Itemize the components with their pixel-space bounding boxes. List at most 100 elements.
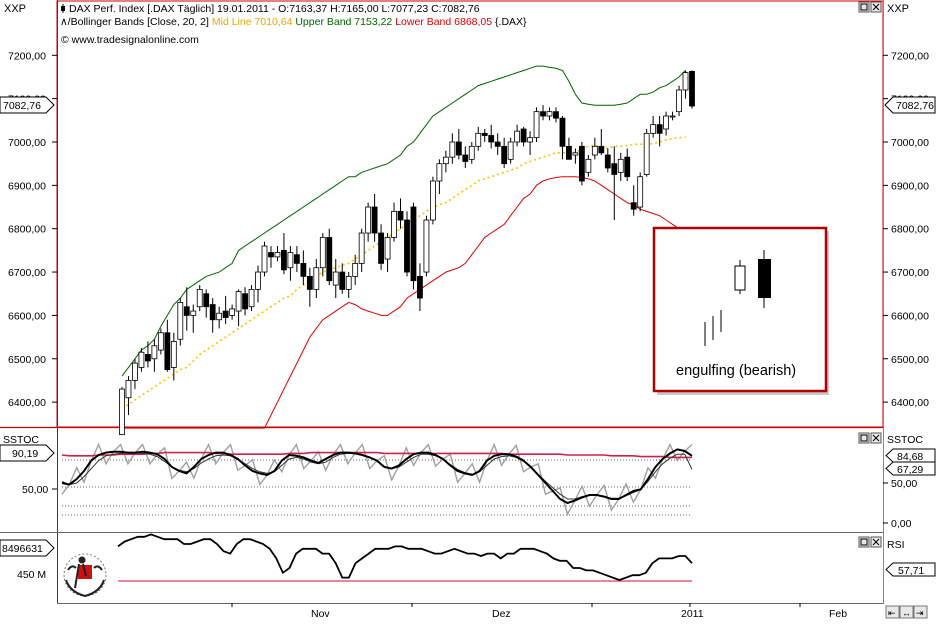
candle-body xyxy=(345,275,352,290)
candle-body xyxy=(177,301,184,340)
y-tick-label-left: 6500,00 xyxy=(8,354,46,366)
candle-body xyxy=(669,115,676,118)
annotation-label: engulfing (bearish) xyxy=(676,363,796,379)
sstoc-close-button[interactable] xyxy=(870,432,882,444)
candle-body xyxy=(546,111,553,117)
left-scale-label: XXP xyxy=(4,3,26,15)
close-button[interactable] xyxy=(870,1,882,13)
zoom-out-button[interactable]: ⇥ xyxy=(913,605,928,619)
candle xyxy=(533,107,540,142)
candle xyxy=(494,133,501,156)
candle-body xyxy=(119,388,125,436)
close-icon xyxy=(872,434,880,442)
x-tick-label: Nov xyxy=(311,608,330,620)
sstoc-maximize-button[interactable] xyxy=(858,432,870,444)
candle-body xyxy=(229,308,236,316)
zoom-fit-button[interactable]: ↔ xyxy=(899,605,914,619)
candle xyxy=(624,148,631,182)
candle-body xyxy=(378,232,384,264)
candle xyxy=(397,198,404,229)
candle xyxy=(449,133,456,164)
sstoc-panel-buttons xyxy=(858,432,882,444)
candle xyxy=(591,137,598,160)
sstoc-left-tick: 50,00 xyxy=(22,484,48,496)
candle-body xyxy=(656,124,663,134)
right-scale-label: XXP xyxy=(887,3,909,15)
rsi-close-button[interactable] xyxy=(870,536,882,548)
y-tick-label-right: 6500,00 xyxy=(891,354,929,366)
maximize-button[interactable] xyxy=(858,1,870,13)
candle-body xyxy=(630,202,637,210)
candle xyxy=(430,176,436,225)
legend-symbol: {.DAX} xyxy=(495,16,527,28)
candle-body xyxy=(585,158,592,173)
candle xyxy=(365,202,372,242)
candle-body xyxy=(125,380,132,399)
candle xyxy=(436,159,443,195)
candle-body xyxy=(507,141,514,160)
candle-body xyxy=(559,117,566,147)
rsi-line xyxy=(117,533,693,581)
candle xyxy=(371,194,378,242)
candle xyxy=(170,332,177,381)
copyright-text: © www.tradesignalonline.com xyxy=(61,34,199,46)
sstoc-right-label: SSTOC xyxy=(887,434,923,446)
candle xyxy=(274,246,281,262)
x-tick-label: 2011 xyxy=(681,608,704,620)
annotation-box xyxy=(652,226,828,393)
legend-lower-band: Lower Band 6868,05 xyxy=(395,16,492,28)
candle xyxy=(352,254,359,286)
candle-body xyxy=(196,288,203,308)
candle xyxy=(332,259,339,299)
candle xyxy=(410,202,417,290)
y-tick-label-right: 6600,00 xyxy=(891,310,929,322)
candle xyxy=(527,131,533,156)
candle xyxy=(546,107,553,121)
candle-body xyxy=(326,236,333,282)
main-price-plot xyxy=(119,65,695,436)
candle-body xyxy=(384,236,391,260)
lower-band-line xyxy=(122,176,686,429)
candle-body xyxy=(145,354,151,362)
left-price-badge: 7082,76 xyxy=(0,96,55,114)
candle xyxy=(676,85,682,116)
candle-body xyxy=(689,70,695,107)
zoom-in-button[interactable]: ⇤ xyxy=(885,605,900,619)
candle-body xyxy=(183,306,190,316)
candle xyxy=(689,70,695,109)
candle xyxy=(611,146,618,221)
y-tick-label-right: 6800,00 xyxy=(891,224,929,236)
candle xyxy=(481,128,488,142)
candle xyxy=(306,267,313,307)
candle xyxy=(222,295,229,325)
candle xyxy=(203,289,210,318)
candle-body xyxy=(242,293,248,310)
candle-body xyxy=(468,145,475,160)
x-tick-label: Dez xyxy=(492,608,511,620)
sstoc-right-badge-1-text: 84,68 xyxy=(897,451,923,463)
candle xyxy=(216,306,223,329)
candle-body xyxy=(455,141,462,156)
candle xyxy=(604,148,611,173)
y-tick-label-left: 6600,00 xyxy=(8,310,46,322)
candle xyxy=(566,137,572,160)
candle xyxy=(358,228,365,273)
candle xyxy=(196,285,203,312)
candle xyxy=(520,126,527,147)
candle xyxy=(404,211,410,277)
candle-body xyxy=(637,176,644,208)
candle xyxy=(507,137,514,164)
candle-body xyxy=(682,72,689,91)
y-tick-label-right: 7200,00 xyxy=(891,50,929,62)
candle-body xyxy=(190,310,197,316)
candle-body xyxy=(663,115,669,130)
candle xyxy=(339,263,346,294)
candle xyxy=(540,105,546,121)
candle xyxy=(384,233,391,273)
candle-body xyxy=(553,111,559,119)
rsi-maximize-button[interactable] xyxy=(858,536,870,548)
candle-body xyxy=(216,312,223,321)
candle xyxy=(138,347,145,372)
candle xyxy=(164,319,171,372)
y-tick-label-left: 6700,00 xyxy=(8,267,46,279)
